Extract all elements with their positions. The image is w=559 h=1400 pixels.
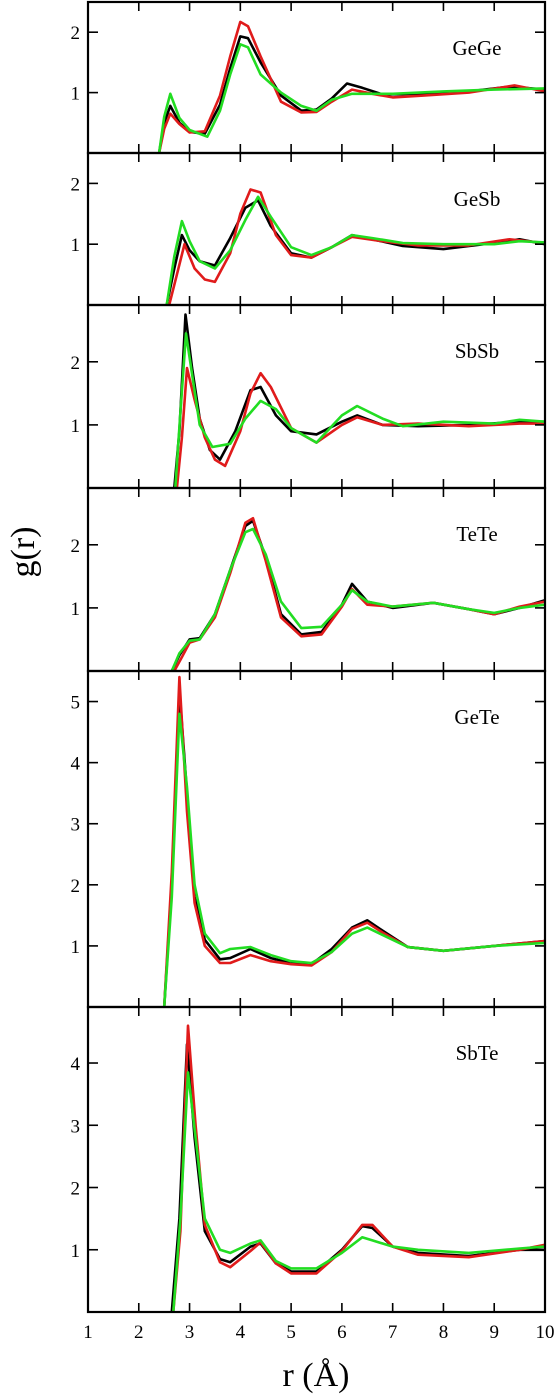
x-tick-label: 9 — [489, 1322, 499, 1343]
x-tick-label: 10 — [536, 1322, 555, 1343]
y-tick-label: 1 — [71, 937, 81, 958]
panel-frame — [86, 0, 547, 155]
series-group — [170, 1024, 545, 1312]
x-tick-label: 8 — [439, 1322, 449, 1343]
y-tick-label: 3 — [71, 1116, 81, 1137]
y-tick-label: 4 — [71, 1054, 81, 1075]
panel-frame — [86, 151, 547, 307]
panel-label: GeSb — [454, 187, 501, 211]
x-tick-label: 7 — [388, 1322, 398, 1343]
y-tick-label: 1 — [71, 599, 81, 620]
y-tick-label: 1 — [71, 235, 81, 256]
series-line-3 — [162, 712, 545, 1007]
series-line-3 — [172, 1071, 545, 1312]
series-group — [162, 675, 545, 1007]
panel-gesb: 1 2 GeSb — [71, 151, 547, 307]
x-tick-label: 6 — [337, 1322, 347, 1343]
series-group — [157, 20, 545, 153]
series-line-2 — [175, 366, 545, 488]
series-line-2 — [157, 20, 545, 153]
series-group — [165, 188, 545, 305]
x-tick-label: 3 — [185, 1322, 195, 1343]
panel-label: GeGe — [453, 36, 502, 60]
y-tick-label: 2 — [71, 353, 81, 374]
x-tick-label: 5 — [286, 1322, 296, 1343]
panel-label: SbTe — [456, 1041, 499, 1065]
y-tick-label: 2 — [71, 1179, 81, 1200]
panel-label: SbSb — [455, 339, 499, 363]
panel-frame — [86, 303, 547, 490]
x-axis-tick-labels: 1 2 3 4 5 6 7 8 9 10 — [83, 1322, 554, 1343]
panel-gege: 1 2 GeGe — [71, 0, 547, 155]
series-line-2 — [172, 1024, 545, 1312]
y-tick-label: 1 — [71, 1241, 81, 1262]
panel-frame — [86, 486, 547, 673]
y-tick-label: 2 — [71, 536, 81, 557]
panel-label: TeTe — [456, 522, 497, 546]
y-tick-label: 1 — [71, 84, 81, 105]
series-line-3 — [170, 527, 545, 671]
x-axis-title: r (Å) — [282, 1357, 349, 1394]
series-line-1 — [162, 688, 545, 1007]
series-line-3 — [174, 332, 545, 488]
series-line-1 — [165, 199, 545, 305]
y-tick-label: 4 — [71, 754, 81, 775]
series-line-1 — [170, 1043, 545, 1312]
y-tick-label: 2 — [71, 876, 81, 897]
y-tick-label: 1 — [71, 416, 81, 437]
series-line-3 — [165, 195, 545, 305]
y-tick-label: 2 — [71, 23, 81, 44]
panels-group: 1 2 GeGe 1 2 GeSb 1 2 SbSb 1 2 TeTe 1 2 3 4 5 GeTe 1 2 3 4 SbT… — [71, 0, 547, 1314]
series-group — [170, 517, 545, 671]
panel-gete: 1 2 3 4 5 GeTe — [71, 669, 547, 1009]
x-tick-label: 1 — [83, 1322, 93, 1343]
panel-tete: 1 2 TeTe — [71, 486, 547, 673]
x-tick-label: 4 — [236, 1322, 246, 1343]
series-group — [173, 313, 545, 488]
y-tick-label: 2 — [71, 174, 81, 195]
x-tick-label: 2 — [134, 1322, 144, 1343]
y-tick-label: 5 — [71, 693, 81, 714]
panel-frame — [86, 1005, 547, 1314]
y-tick-label: 3 — [71, 815, 81, 836]
panel-sbsb: 1 2 SbSb — [71, 303, 547, 490]
panel-sbte: 1 2 3 4 SbTe — [71, 1005, 547, 1314]
y-axis-title: g(r) — [5, 527, 42, 578]
series-line-3 — [157, 43, 545, 153]
panel-label: GeTe — [454, 705, 499, 729]
